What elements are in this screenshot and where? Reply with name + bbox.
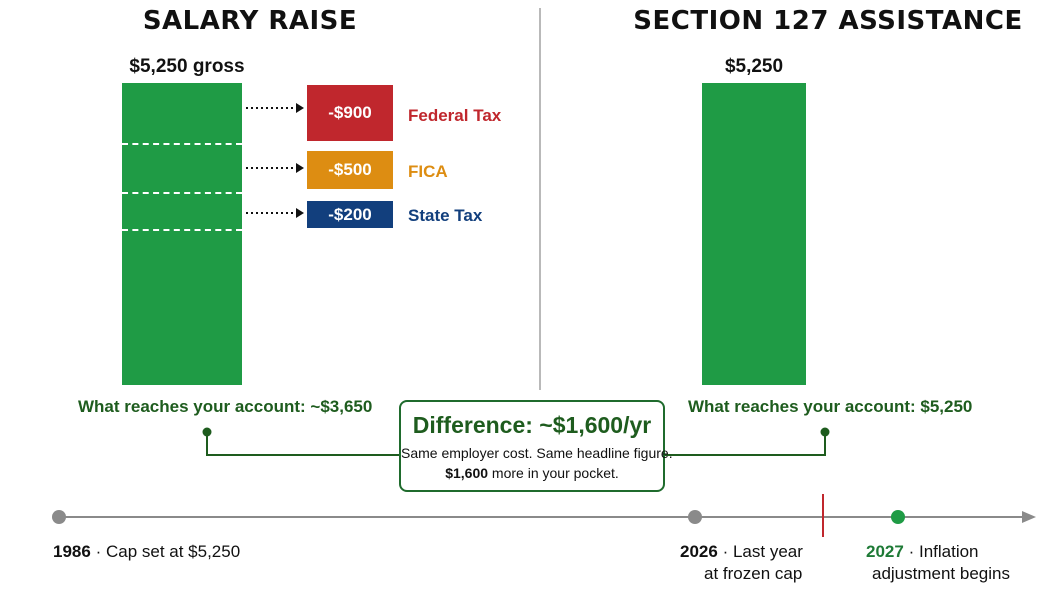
timeline-year: 2026: [680, 542, 718, 561]
section-divider: [539, 8, 541, 390]
timeline-text: Inflation: [918, 542, 979, 561]
federal-tax-box: -$900: [307, 85, 393, 141]
timeline-text: Cap set at $5,250: [105, 542, 241, 561]
state-tax-box: -$200: [307, 201, 393, 228]
fica-label: FICA: [408, 162, 448, 181]
callout-amount: $1,600: [445, 465, 489, 481]
timeline-1986: 1986 · Cap set at $5,250: [53, 541, 240, 563]
callout-line-2: $1,600 more in your pocket.: [401, 465, 663, 481]
section-127-title: SECTION 127 ASSISTANCE: [633, 6, 1023, 36]
timeline-text: Last year: [732, 542, 803, 561]
salary-bar-label: $5,250 gross: [129, 56, 245, 77]
bar-cut-line: [122, 143, 242, 145]
callout-line-1: Same employer cost. Same headline figure…: [401, 445, 673, 461]
timeline-2026: 2026 · Last year at frozen cap: [680, 541, 803, 585]
arrow-fica: [246, 163, 304, 173]
salary-reach-text: What reaches your account: ~$3,650: [78, 397, 373, 416]
difference-heading: Difference: ~$1,600/yr: [412, 412, 652, 438]
bar-cut-line: [122, 192, 242, 194]
timeline-separator: ·: [722, 542, 729, 561]
timeline-text-2: adjustment begins: [872, 564, 1010, 583]
bar-cut-line: [122, 229, 242, 231]
state-tax-label: State Tax: [408, 206, 483, 225]
timeline-separator: ·: [908, 542, 915, 561]
section-127-bar-label: $5,250: [724, 56, 784, 77]
callout-line-2-rest: more in your pocket.: [488, 465, 619, 481]
arrow-federal: [246, 103, 304, 113]
arrow-state: [246, 208, 304, 218]
fica-box: -$500: [307, 151, 393, 189]
timeline-year: 2027: [866, 542, 904, 561]
salary-bar: [122, 83, 242, 385]
section-127-bar: [702, 83, 806, 385]
timeline-year: 1986: [53, 542, 91, 561]
timeline-2027: 2027 · Inflation adjustment begins: [866, 541, 1010, 585]
difference-callout: Difference: ~$1,600/yr Same employer cos…: [399, 400, 673, 492]
timeline-text-2: at frozen cap: [704, 564, 803, 583]
timeline-separator: ·: [95, 542, 102, 561]
federal-tax-label: Federal Tax: [408, 106, 502, 125]
salary-raise-title: SALARY RAISE: [142, 6, 358, 36]
section-127-reach-text: What reaches your account: $5,250: [688, 397, 973, 416]
